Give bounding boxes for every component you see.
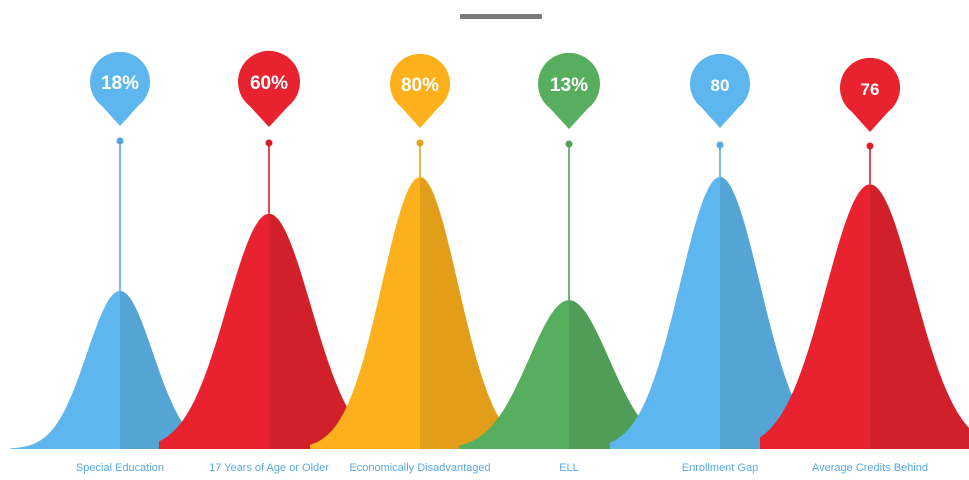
title-bar <box>460 14 542 19</box>
bell-left-half <box>610 177 720 449</box>
bell-left-half <box>159 213 269 449</box>
bell-right-half <box>420 177 530 449</box>
bell-right-half <box>269 213 379 449</box>
bell-1 <box>10 290 230 449</box>
data-label: 80% <box>401 75 439 96</box>
bell-3 <box>310 177 530 449</box>
value-pin <box>537 52 600 130</box>
bell-2 <box>159 213 379 449</box>
bell-4 <box>459 300 679 449</box>
stem-dot <box>716 141 724 149</box>
data-label: 80 <box>711 76 730 95</box>
stem-dot <box>116 137 124 145</box>
stem-dot <box>565 140 573 148</box>
value-pin <box>238 50 301 128</box>
data-label: 76 <box>861 80 880 99</box>
stem-dot <box>416 139 424 147</box>
value-pin <box>389 53 450 128</box>
category-label: Average Credits Behind <box>812 462 928 474</box>
bell-left-half <box>310 177 420 449</box>
category-label: Special Education <box>76 462 164 474</box>
bell-right-half <box>720 177 830 449</box>
bell-right-half <box>569 300 679 449</box>
stem-dot <box>866 142 874 150</box>
bell-5 <box>610 177 830 449</box>
bell-right-half <box>870 184 969 449</box>
category-label: ELL <box>559 462 579 474</box>
value-pin <box>690 53 751 128</box>
bell-right-half <box>120 290 230 449</box>
stem-dot <box>265 139 273 147</box>
category-label: Enrollment Gap <box>682 462 758 474</box>
data-label: 18% <box>101 73 139 94</box>
category-label: 17 Years of Age or Older <box>209 462 329 474</box>
bell-left-half <box>459 300 569 449</box>
bell-left-half <box>760 184 870 449</box>
data-label: 60% <box>250 73 288 94</box>
data-label: 13% <box>550 75 588 96</box>
category-label: Economically Disadvantaged <box>349 462 490 474</box>
bell-6 <box>760 184 969 449</box>
bell-left-half <box>10 290 120 449</box>
value-pin <box>839 57 901 133</box>
value-pin <box>90 51 150 126</box>
